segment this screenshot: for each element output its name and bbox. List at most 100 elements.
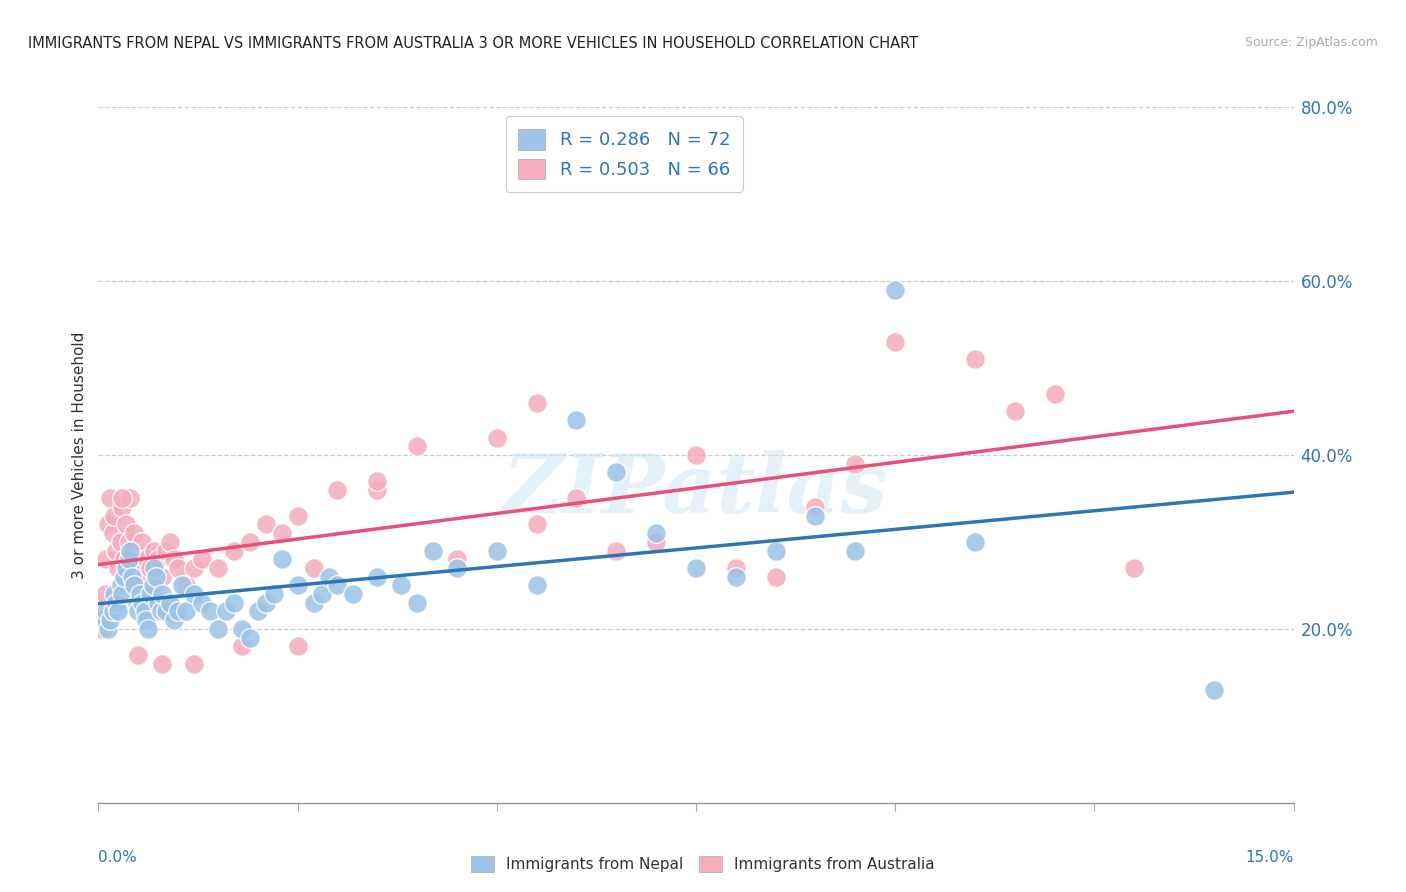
Point (183, 657, 205, 671)
Point (605, 466, 627, 480)
Point (135, 552, 157, 566)
Point (118, 534, 141, 549)
Point (97, 517, 120, 532)
Point (183, 561, 205, 575)
Point (246, 605, 269, 619)
Point (191, 552, 214, 566)
Point (446, 561, 468, 575)
Point (115, 517, 138, 532)
Point (104, 543, 127, 558)
Point (254, 517, 277, 532)
Text: ZIPatlas: ZIPatlas (503, 450, 889, 530)
Point (685, 561, 707, 575)
Point (150, 570, 173, 584)
Point (645, 526, 668, 541)
Point (191, 596, 214, 610)
Point (91, 622, 114, 636)
Point (96, 605, 118, 619)
Point (804, 508, 827, 523)
Point (844, 457, 866, 471)
Point (485, 543, 508, 558)
Point (124, 526, 146, 541)
Point (183, 587, 205, 601)
Point (94, 587, 117, 601)
Point (302, 561, 325, 575)
Point (765, 570, 787, 584)
Point (167, 605, 190, 619)
Point (326, 483, 349, 497)
Point (318, 570, 340, 584)
Point (107, 605, 129, 619)
Point (366, 483, 388, 497)
Text: 0.0%: 0.0% (98, 850, 138, 865)
Point (167, 561, 190, 575)
Text: Source: ZipAtlas.com: Source: ZipAtlas.com (1244, 36, 1378, 49)
Point (120, 543, 142, 558)
Point (111, 500, 134, 514)
Point (222, 543, 245, 558)
Point (366, 570, 388, 584)
Point (207, 622, 229, 636)
Point (174, 605, 197, 619)
Point (136, 622, 159, 636)
Point (101, 526, 124, 541)
Point (139, 587, 162, 601)
Point (98, 491, 122, 506)
Point (127, 605, 149, 619)
Point (155, 543, 177, 558)
Point (124, 578, 146, 592)
Point (134, 605, 156, 619)
Text: 15.0%: 15.0% (1246, 850, 1294, 865)
Point (110, 534, 132, 549)
Point (565, 413, 588, 427)
Legend: Immigrants from Nepal, Immigrants from Australia: Immigrants from Nepal, Immigrants from A… (464, 848, 942, 880)
Point (198, 605, 221, 619)
Point (98, 613, 122, 627)
Point (120, 491, 142, 506)
Point (128, 587, 150, 601)
Point (406, 596, 429, 610)
Point (163, 613, 186, 627)
Point (326, 578, 349, 592)
Point (263, 587, 285, 601)
Point (110, 578, 132, 592)
Point (804, 500, 827, 514)
Point (135, 613, 157, 627)
Y-axis label: 3 or more Vehicles in Household: 3 or more Vehicles in Household (72, 331, 87, 579)
Point (148, 552, 170, 566)
Point (287, 508, 309, 523)
Point (91, 613, 114, 627)
Point (103, 508, 125, 523)
Point (96, 552, 118, 566)
Point (765, 543, 787, 558)
Point (163, 552, 186, 566)
Point (287, 639, 309, 653)
Point (270, 552, 292, 566)
Point (270, 526, 292, 541)
Point (406, 439, 429, 453)
Point (724, 570, 747, 584)
Point (115, 561, 138, 575)
Point (155, 605, 177, 619)
Point (446, 552, 468, 566)
Point (111, 587, 134, 601)
Point (143, 561, 166, 575)
Point (1123, 561, 1146, 575)
Point (884, 283, 907, 297)
Point (605, 543, 627, 558)
Point (231, 639, 253, 653)
Point (302, 596, 325, 610)
Point (112, 552, 135, 566)
Point (215, 605, 238, 619)
Point (121, 570, 143, 584)
Point (127, 648, 149, 662)
Point (112, 570, 135, 584)
Point (342, 587, 364, 601)
Point (159, 596, 181, 610)
Point (389, 578, 412, 592)
Point (526, 517, 548, 532)
Point (127, 552, 149, 566)
Point (174, 578, 197, 592)
Point (131, 534, 153, 549)
Point (131, 596, 153, 610)
